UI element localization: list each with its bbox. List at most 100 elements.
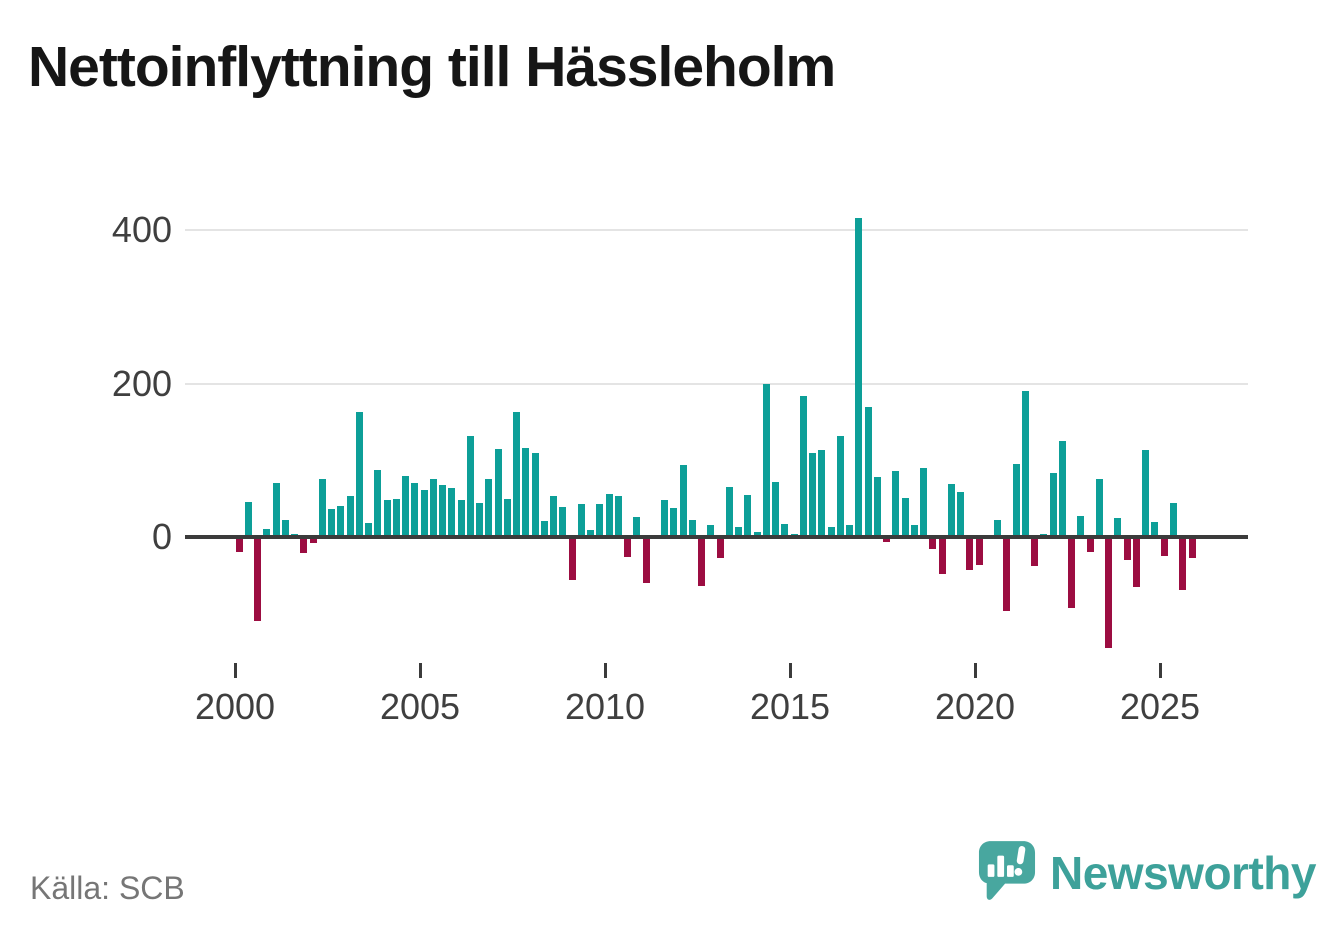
bar-2004-Q1 <box>383 500 391 537</box>
bar-2001-Q4 <box>300 537 308 554</box>
bar-2010-Q4 <box>633 517 641 537</box>
y-axis-label-0: 0 <box>151 516 172 557</box>
bar-2023-Q4 <box>1114 517 1122 537</box>
bar-2012-Q1 <box>679 464 687 537</box>
bar-2009-Q4 <box>596 503 604 537</box>
x-tick-2020 <box>973 663 977 678</box>
bar-2015-Q3 <box>809 452 817 537</box>
bar-2014-Q3 <box>772 481 780 537</box>
bar-2013-Q2 <box>725 487 733 537</box>
bar-2002-Q4 <box>337 506 345 537</box>
bar-2007-Q1 <box>494 448 502 537</box>
bar-2017-Q3 <box>883 537 891 543</box>
bar-2003-Q3 <box>365 523 373 537</box>
bar-2023-Q3 <box>1105 537 1113 648</box>
bar-2005-Q2 <box>429 479 437 537</box>
bar-2002-Q1 <box>309 537 317 544</box>
bar-2008-Q2 <box>540 520 548 537</box>
bar-2022-Q3 <box>1068 537 1076 609</box>
bar-2025-Q2 <box>1170 503 1177 537</box>
bar-2013-Q4 <box>744 494 752 537</box>
bar-2025-Q1 <box>1160 537 1168 557</box>
bar-2001-Q1 <box>272 483 280 537</box>
bar-2024-Q3 <box>1142 450 1150 537</box>
x-axis-label-2005: 2005 <box>379 686 461 727</box>
bar-2006-Q3 <box>476 503 484 537</box>
bar-2011-Q1 <box>642 537 650 584</box>
bar-2012-Q3 <box>698 537 706 587</box>
bar-2021-Q3 <box>1031 537 1039 567</box>
bar-2023-Q2 <box>1095 479 1103 537</box>
x-axis-label-2010: 2010 <box>564 686 646 727</box>
bar-2019-Q1 <box>938 537 946 574</box>
x-tick-2025 <box>1158 663 1162 678</box>
y-axis-label-200: 200 <box>111 362 172 404</box>
bar-2007-Q3 <box>513 411 521 537</box>
bar-2004-Q4 <box>411 483 419 537</box>
bar-2005-Q1 <box>420 490 428 537</box>
bar-2014-Q1 <box>753 532 761 537</box>
gridline-200 <box>185 383 1248 385</box>
x-axis-line <box>185 535 1248 539</box>
bar-2020-Q3 <box>994 520 1002 537</box>
bar-2003-Q4 <box>374 470 382 537</box>
bar-2024-Q1 <box>1123 537 1131 561</box>
bar-2015-Q2 <box>799 395 807 537</box>
bar-2014-Q4 <box>781 523 789 537</box>
brand-name: Newsworthy <box>1050 847 1316 899</box>
bar-2009-Q2 <box>577 503 585 537</box>
x-axis-label-2020: 2020 <box>934 686 1016 727</box>
bar-2000-Q2 <box>244 502 252 537</box>
bar-2017-Q1 <box>864 406 872 537</box>
bar-2010-Q2 <box>614 496 622 537</box>
bar-2025-Q4 <box>1188 537 1196 558</box>
bar-2019-Q2 <box>947 484 955 537</box>
source-note: Källa: SCB <box>30 870 185 906</box>
y-axis-label-400: 400 <box>111 209 172 250</box>
bar-2008-Q4 <box>559 507 567 537</box>
bar-2012-Q4 <box>707 525 715 537</box>
bar-2016-Q4 <box>855 218 863 537</box>
bar-2016-Q3 <box>846 524 854 537</box>
bar-2014-Q2 <box>762 383 770 537</box>
bar-2015-Q4 <box>818 450 826 537</box>
bar-2024-Q2 <box>1132 537 1140 587</box>
bar-2006-Q2 <box>466 436 474 537</box>
bar-2007-Q4 <box>522 447 530 537</box>
brand-logo: Newsworthy <box>978 840 1316 908</box>
gridline-400 <box>185 229 1248 231</box>
x-tick-2000 <box>233 663 237 678</box>
bar-2018-Q3 <box>920 467 928 537</box>
x-axis-label-2000: 2000 <box>194 686 276 727</box>
newsworthy-icon <box>978 841 1036 900</box>
bar-2021-Q2 <box>1021 391 1029 537</box>
bar-2000-Q3 <box>254 537 261 622</box>
bar-2000-Q4 <box>263 528 271 537</box>
bar-2002-Q2 <box>318 479 326 537</box>
bar-2003-Q2 <box>355 411 363 537</box>
bar-2017-Q2 <box>873 477 881 537</box>
bar-2005-Q3 <box>439 484 447 537</box>
x-axis-label-2025: 2025 <box>1119 686 1201 727</box>
bar-2001-Q2 <box>281 520 289 537</box>
page-title: Nettoinflyttning till Hässleholm <box>28 35 836 99</box>
bar-2018-Q1 <box>901 497 909 537</box>
bar-2013-Q1 <box>716 537 724 559</box>
bar-2006-Q1 <box>457 500 465 537</box>
bar-2009-Q3 <box>587 530 595 537</box>
bar-2008-Q3 <box>550 496 558 537</box>
bar-2013-Q3 <box>735 527 743 537</box>
bar-2010-Q3 <box>624 537 632 557</box>
bar-2020-Q1 <box>975 537 983 566</box>
bar-2018-Q4 <box>929 537 937 549</box>
x-tick-2010 <box>603 663 607 678</box>
bar-2025-Q3 <box>1179 537 1187 590</box>
bar-2017-Q4 <box>892 470 900 537</box>
bar-2023-Q1 <box>1086 537 1094 552</box>
bar-2019-Q4 <box>966 537 974 570</box>
bar-2004-Q2 <box>392 499 400 537</box>
bar-2000-Q1 <box>235 537 243 553</box>
bar-2020-Q4 <box>1003 537 1011 611</box>
bar-2011-Q3 <box>661 500 669 537</box>
bar-2022-Q4 <box>1077 515 1085 537</box>
